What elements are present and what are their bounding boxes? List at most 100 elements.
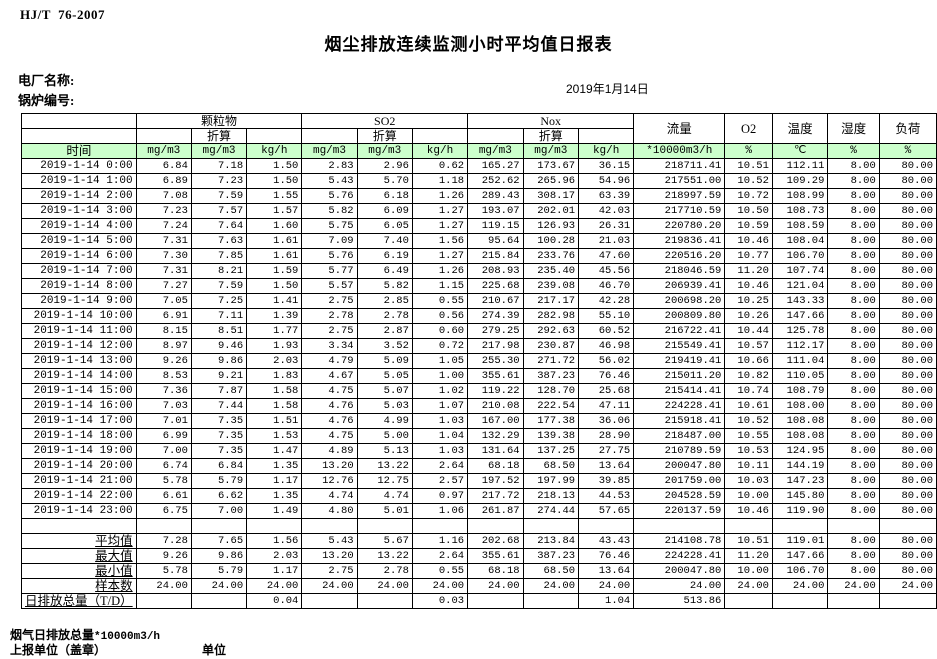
cell-value: 80.00 xyxy=(878,263,937,279)
cell-value: 215011.20 xyxy=(633,368,726,384)
cell-value: 7.24 xyxy=(135,218,192,234)
cell-value: 2.75 xyxy=(301,293,358,309)
cell-value: 68.50 xyxy=(522,563,580,579)
cell-timestamp: 2019-1-14 20:00 xyxy=(21,458,137,474)
cell-timestamp: 2019-1-14 11:00 xyxy=(21,323,137,339)
cell-value: 147.66 xyxy=(771,308,829,324)
cell-value: 204528.59 xyxy=(633,488,726,504)
cell-value: 7.01 xyxy=(135,413,192,429)
header-so2-converted: 折算 xyxy=(356,128,413,144)
header-group-flow: 流量 xyxy=(633,113,726,144)
cell-value: 8.00 xyxy=(827,503,880,519)
cell-value: 5.82 xyxy=(301,203,358,219)
cell-value: 1.47 xyxy=(246,443,303,459)
cell-value: 6.09 xyxy=(356,203,413,219)
cell-value: 80.00 xyxy=(878,323,937,339)
cell-value: 2.85 xyxy=(356,293,413,309)
cell-value: 6.74 xyxy=(135,458,192,474)
cell-value: 7.03 xyxy=(135,398,192,414)
cell-value: 137.25 xyxy=(522,443,580,459)
cell-value: 76.46 xyxy=(578,368,635,384)
cell-value: 125.78 xyxy=(771,323,829,339)
cell-value: 5.01 xyxy=(356,503,413,519)
cell-value: 5.07 xyxy=(356,383,413,399)
header-unit-pm-kgh: kg/h xyxy=(246,143,303,159)
cell-value: 24.00 xyxy=(724,578,773,594)
cell-value: 28.90 xyxy=(578,428,635,444)
cell-value: 5.67 xyxy=(356,533,413,549)
cell-value: 1.27 xyxy=(411,218,469,234)
cell-value: 80.00 xyxy=(878,293,937,309)
cell-value: 215.84 xyxy=(467,248,524,264)
table-row: 2019-1-14 13:00 9.26 9.86 2.03 4.79 5.09 1.05 2… xyxy=(21,353,937,369)
cell-value: 147.66 xyxy=(771,548,829,564)
cell-value: 80.00 xyxy=(878,533,937,549)
cell-value: 80.00 xyxy=(878,203,937,219)
cell-value: 289.43 xyxy=(467,188,524,204)
cell-value: 132.29 xyxy=(467,428,524,444)
cell-value xyxy=(135,593,192,609)
cell-value: 1.15 xyxy=(411,278,469,294)
cell-value: 8.97 xyxy=(135,338,192,354)
cell-value: 80.00 xyxy=(878,173,937,189)
cell-value: 8.53 xyxy=(135,368,192,384)
header-unit-so2-conv-mgm3: mg/m3 xyxy=(356,143,413,159)
cell-value: 3.52 xyxy=(356,338,413,354)
cell-value: 1.93 xyxy=(246,338,303,354)
cell-value: 7.31 xyxy=(135,263,192,279)
cell-value: 5.03 xyxy=(356,398,413,414)
header-so2-mass-blank xyxy=(411,128,469,144)
cell-value: 222.54 xyxy=(522,398,580,414)
cell-value: 10.52 xyxy=(724,413,773,429)
cell-value: 2.78 xyxy=(301,308,358,324)
cell-value: 108.04 xyxy=(771,233,829,249)
table-row: 2019-1-14 20:00 6.74 6.84 1.35 13.20 13.22 2.6… xyxy=(21,458,937,474)
cell-value: 25.68 xyxy=(578,383,635,399)
header-unit-load: % xyxy=(878,143,937,159)
cell-summary-label: 最大值 xyxy=(21,548,137,564)
cell-value: 80.00 xyxy=(878,218,937,234)
cell-value: 5.57 xyxy=(301,278,358,294)
cell-value: 224228.41 xyxy=(633,548,726,564)
cell-value: 6.19 xyxy=(356,248,413,264)
cell-timestamp: 2019-1-14 8:00 xyxy=(21,278,137,294)
cell-value: 7.57 xyxy=(190,203,248,219)
cell-value: 68.18 xyxy=(467,458,524,474)
header-unit-nox-conv-mgm3: mg/m3 xyxy=(522,143,580,159)
header-so2-raw-blank xyxy=(301,128,358,144)
cell-value: 24.00 xyxy=(190,578,248,594)
cell-value: 1.83 xyxy=(246,368,303,384)
cell-value: 126.93 xyxy=(522,218,580,234)
header-unit-humidity: % xyxy=(827,143,880,159)
cell-value: 4.75 xyxy=(301,428,358,444)
table-row: 2019-1-14 18:00 6.99 7.35 1.53 4.75 5.00 1.04 1… xyxy=(21,428,937,444)
cell-value: 24.00 xyxy=(411,578,469,594)
cell-value xyxy=(724,518,773,534)
cell-value: 6.75 xyxy=(135,503,192,519)
cell-value: 8.00 xyxy=(827,173,880,189)
cell-value: 1.61 xyxy=(246,233,303,249)
cell-value: 8.00 xyxy=(827,443,880,459)
cell-value: 4.80 xyxy=(301,503,358,519)
cell-value: 217.98 xyxy=(467,338,524,354)
cell-timestamp: 2019-1-14 3:00 xyxy=(21,203,137,219)
cell-value: 10.61 xyxy=(724,398,773,414)
cell-value: 21.03 xyxy=(578,233,635,249)
cell-value: 80.00 xyxy=(878,353,937,369)
cell-value xyxy=(578,518,635,534)
cell-value: 47.11 xyxy=(578,398,635,414)
cell-value: 274.44 xyxy=(522,503,580,519)
cell-value: 10.46 xyxy=(724,278,773,294)
cell-value: 7.05 xyxy=(135,293,192,309)
cell-value xyxy=(878,593,937,609)
cell-value: 8.00 xyxy=(827,158,880,174)
cell-value: 143.33 xyxy=(771,293,829,309)
cell-value: 10.46 xyxy=(724,233,773,249)
cell-value: 2.75 xyxy=(301,563,358,579)
cell-value: 215918.41 xyxy=(633,413,726,429)
cell-value: 220516.20 xyxy=(633,248,726,264)
cell-daily-total-label: 日排放总量（T/D） xyxy=(21,593,137,609)
cell-value: 6.18 xyxy=(356,188,413,204)
cell-timestamp: 2019-1-14 18:00 xyxy=(21,428,137,444)
cell-value: 80.00 xyxy=(878,278,937,294)
